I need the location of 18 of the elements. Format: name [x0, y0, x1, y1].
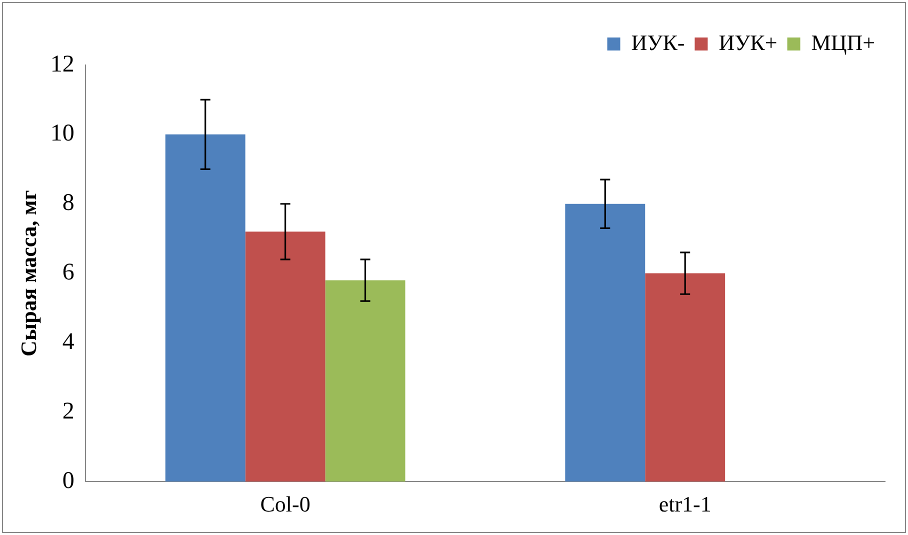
bar — [565, 204, 646, 482]
y-axis-title: Сырая масса, мг — [16, 190, 41, 356]
y-tick-label: 6 — [62, 260, 74, 286]
bar — [325, 280, 406, 482]
x-tick-label: Col-0 — [260, 492, 310, 517]
y-tick-label: 2 — [62, 398, 74, 424]
y-tick-label: 10 — [50, 120, 74, 147]
bar — [645, 273, 726, 482]
legend-label: ИУК- — [631, 30, 685, 55]
bar — [245, 232, 326, 482]
x-tick-label: etr1-1 — [658, 492, 712, 517]
y-tick-label: 8 — [62, 190, 74, 216]
y-tick-label: 4 — [62, 329, 74, 356]
bar — [165, 134, 246, 482]
y-tick-label: 12 — [50, 51, 74, 78]
legend-label: МЦП+ — [811, 30, 876, 55]
y-tick-label: 0 — [62, 468, 74, 494]
legend-label: ИУК+ — [718, 30, 778, 55]
